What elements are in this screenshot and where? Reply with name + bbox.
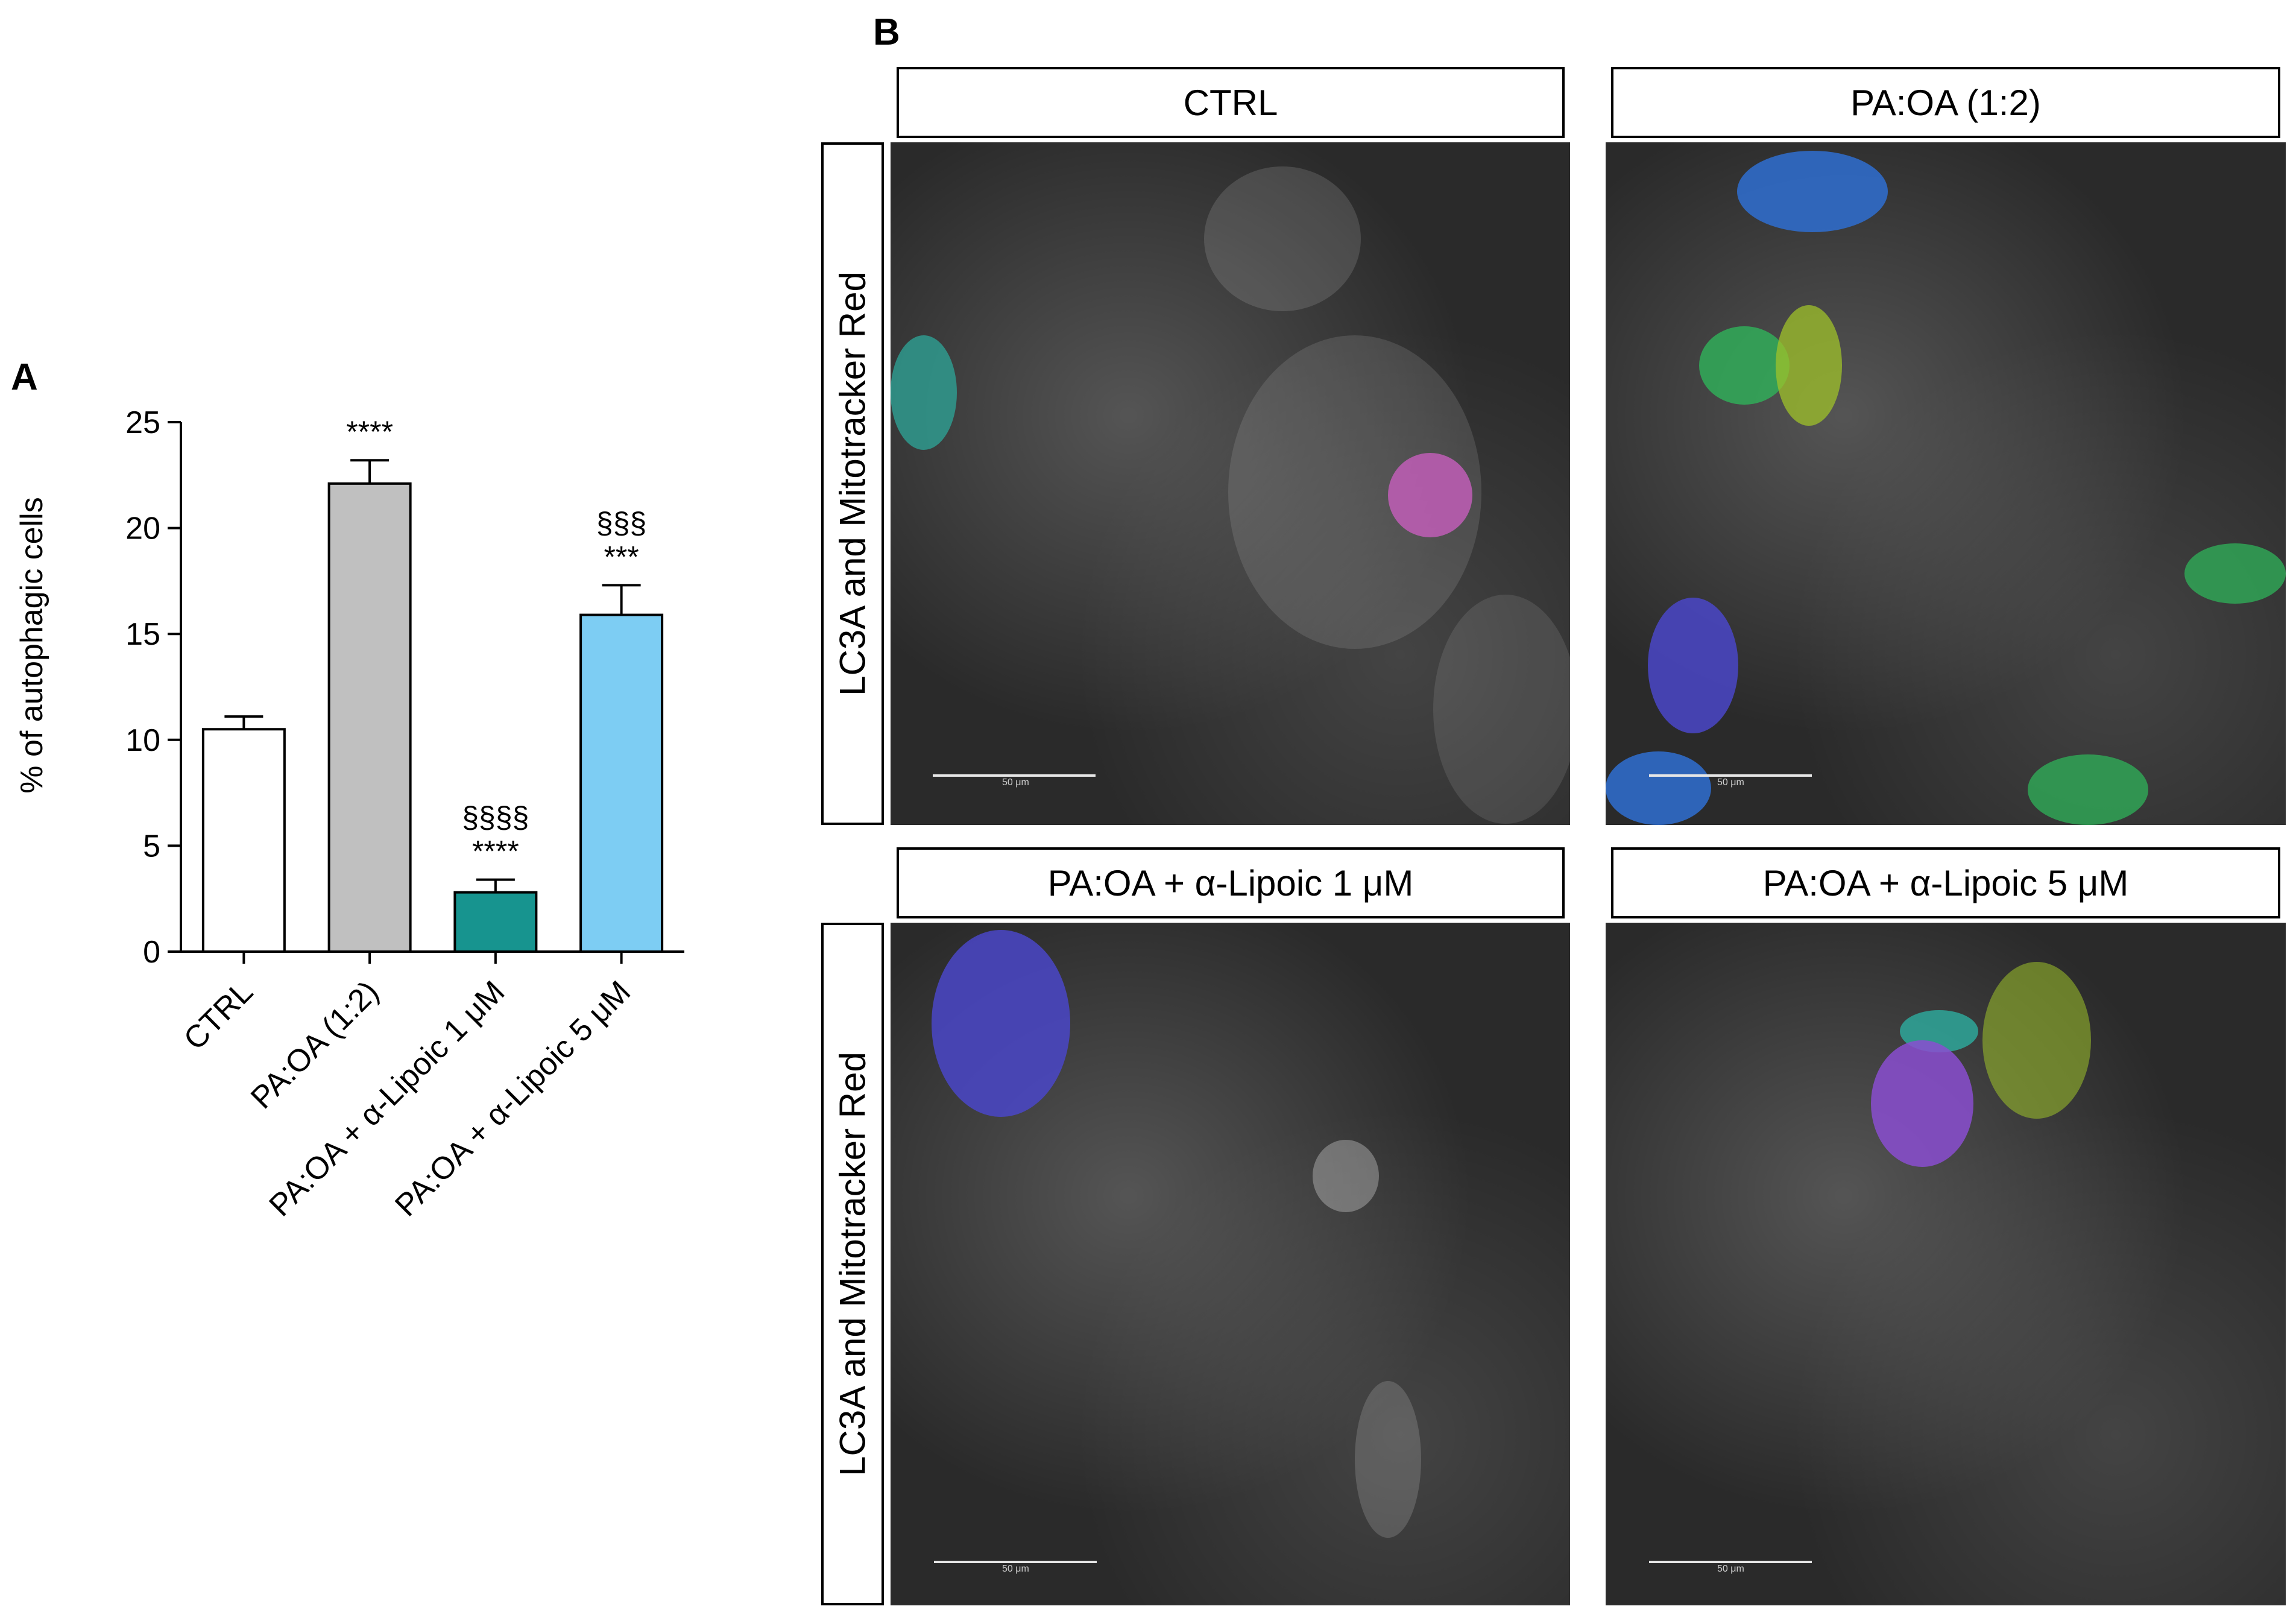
micrograph-paoa-lipoic-5: 50 μm [1606,923,2286,1605]
scale-bar-label: 50 μm [1002,1564,1029,1574]
x-tick-label: PA:OA (1:2) [244,974,385,1115]
cell-violet [932,930,1070,1117]
cell-green-2 [2184,543,2286,604]
scale-bar [1649,1561,1812,1563]
chart-error-bars [224,459,641,893]
row-label-bottom-text: LC3A and Mitotracker Red [832,1052,873,1476]
cell-gray-2 [1228,335,1481,649]
scale-bar [933,774,1096,777]
y-tick-label: 0 [143,935,160,970]
row-label-top: LC3A and Mitotracker Red [821,142,884,825]
cell-olive [1982,962,2091,1119]
bar [327,482,412,953]
cell-gray-2 [1355,1381,1421,1538]
cell-indigo [1648,598,1738,733]
cell-magenta [1388,453,1472,537]
significance-marker: §§§§ [462,801,529,835]
header-paoa-lipoic-5: PA:OA + α-Lipoic 5 μM [1611,847,2280,918]
chart-annotations: ********§§§§***§§§ [346,415,646,868]
chart-axes: 0 5 10 15 20 25 [125,405,684,970]
scale-bar-label: 50 μm [1717,1564,1744,1574]
scale-bar-label: 50 μm [1002,777,1029,788]
header-paoa-lipoic-1: PA:OA + α-Lipoic 1 μM [897,847,1565,918]
cell-purple [1871,1040,1973,1167]
cell-green-3 [2028,754,2148,825]
bar [201,728,286,953]
micrograph-ctrl: 50 μm [891,142,1570,825]
cell-gray-1 [1204,166,1361,311]
micrograph-paoa: 50 μm [1606,142,2286,825]
bar [453,891,538,953]
cell-blue-top [1737,151,1888,232]
header-ctrl: CTRL [897,67,1565,138]
chart-bars [201,482,664,953]
significance-marker: **** [472,835,519,868]
y-tick-label: 15 [125,617,160,652]
panel-b-letter: B [873,11,900,53]
cell-green-1 [1699,326,1790,405]
cell-blue-bottom [1606,751,1711,825]
x-tick-label: PA:OA + α-Lipoic 1 μM [263,974,512,1223]
cell-teal [891,335,957,450]
y-tick-label: 10 [125,723,160,758]
significance-marker: *** [604,540,639,574]
significance-marker: §§§ [596,506,646,540]
bar [579,613,664,953]
x-tick-label: PA:OA + α-Lipoic 5 μM [388,974,637,1223]
scale-bar [1649,774,1812,777]
y-axis-label: % of autophagic cells [14,497,49,793]
cell-gray-3 [1433,595,1570,824]
y-tick-label: 20 [125,511,160,546]
y-tick-label: 25 [125,405,160,440]
header-paoa: PA:OA (1:2) [1611,67,2280,138]
row-label-top-text: LC3A and Mitotracker Red [832,271,873,696]
scale-bar [934,1561,1097,1563]
micrograph-paoa-lipoic-1: 50 μm [891,923,1570,1605]
y-tick-label: 5 [143,829,160,864]
scale-bar-label: 50 μm [1717,777,1744,788]
row-label-bottom: LC3A and Mitotracker Red [821,923,884,1605]
panel-a-letter: A [11,356,38,398]
cell-yellowgreen [1776,305,1842,426]
x-tick-label: CTRL [177,974,260,1057]
cell-gray-1 [1313,1140,1379,1212]
significance-marker: **** [346,415,393,449]
